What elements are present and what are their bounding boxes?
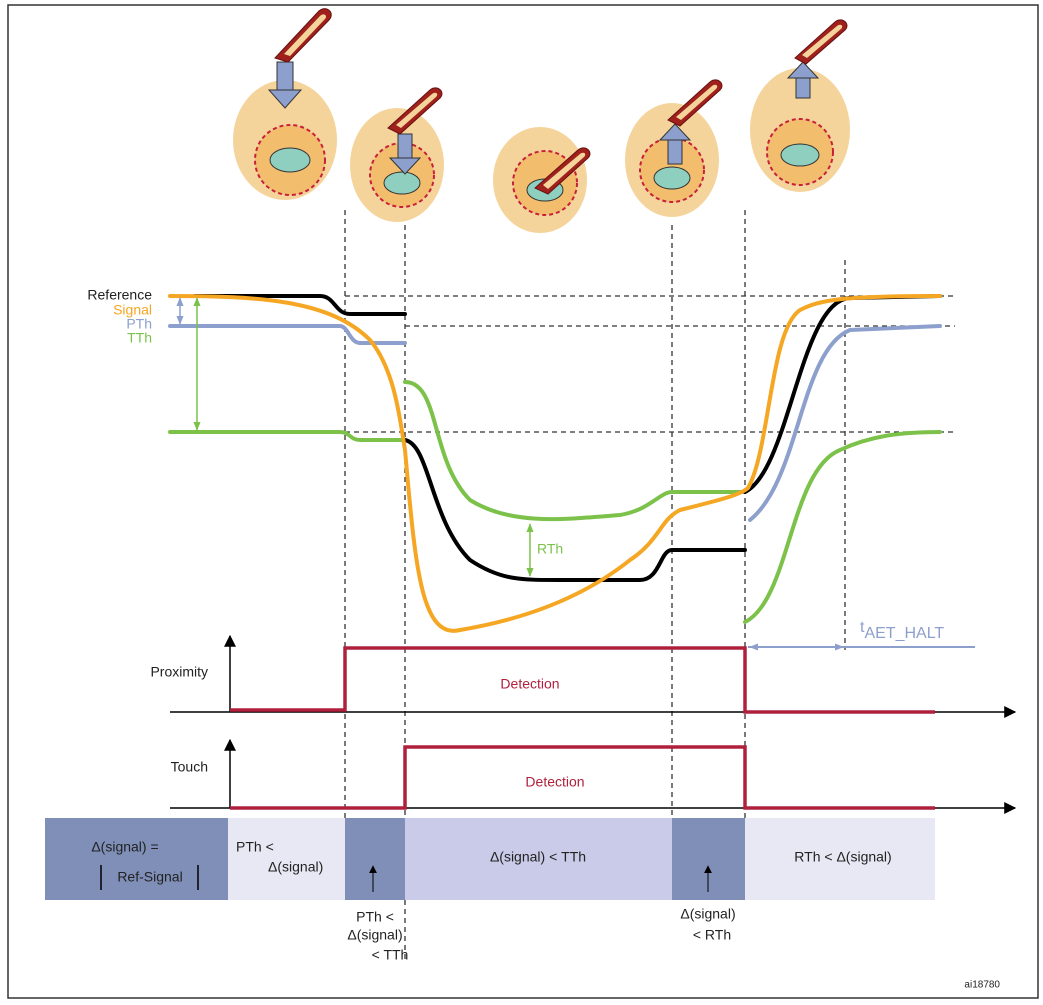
figure-id: ai18780 <box>964 980 1000 991</box>
finger-icons <box>233 8 850 233</box>
phase-text: PTh < <box>236 839 274 855</box>
proximity-label: Proximity <box>150 664 208 680</box>
reference-label: Reference <box>87 287 152 303</box>
phase-text: Δ(signal) < TTh <box>490 849 586 865</box>
frame <box>7 4 1039 999</box>
t-aet-halt-label: tAET_HALT <box>860 619 944 642</box>
phase-note: Δ(signal) <box>347 927 402 943</box>
phase-note: Δ(signal) <box>680 906 735 922</box>
phase-note: PTh < <box>356 909 394 925</box>
rth-label: RTh <box>537 541 563 557</box>
t-subscript: AET_HALT <box>864 625 944 642</box>
phase-text: Δ(signal) <box>268 859 323 875</box>
touch-state: Detection <box>525 774 584 790</box>
touch-label: Touch <box>171 759 208 775</box>
tth-label: TTh <box>127 330 152 346</box>
timing-diagrams <box>170 634 1017 814</box>
phase-note: < RTh <box>693 927 731 943</box>
phase-note: < TTh <box>372 947 409 963</box>
phase-band <box>45 818 935 900</box>
signal-curves <box>168 294 975 651</box>
phase-text: Δ(signal) = <box>91 839 158 855</box>
proximity-state: Detection <box>500 676 559 692</box>
signal-label: Signal <box>113 302 152 318</box>
pth-label: PTh <box>126 316 152 332</box>
t-symbol: t <box>860 619 865 636</box>
phase-text: Ref-Signal <box>117 869 182 885</box>
phase-text: RTh < Δ(signal) <box>794 849 891 865</box>
